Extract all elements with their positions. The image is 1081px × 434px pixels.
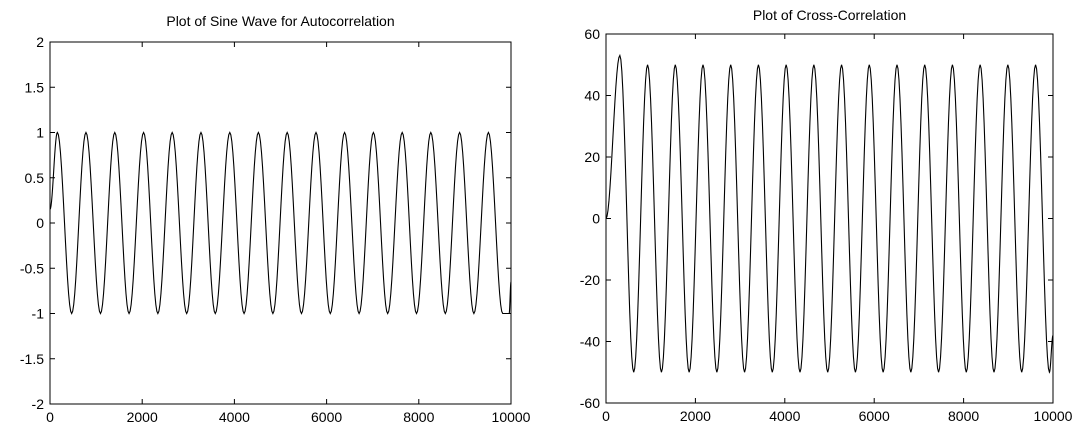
autocorrelation-x-tick-label: 2000 [127,409,158,425]
cross-correlation-x-tick-label: 10000 [1034,408,1073,424]
cross-correlation-x-tick-label: 2000 [680,408,711,424]
autocorrelation-plot-title: Plot of Sine Wave for Autocorrelation [166,13,394,29]
autocorrelation-y-tick-label: -0.5 [20,260,44,276]
autocorrelation-y-tick-label: 1.5 [25,79,45,95]
cross-correlation-y-tick-label: 40 [584,88,600,104]
autocorrelation-y-tick-label: -1 [32,306,45,322]
cross-correlation-y-tick-label: -40 [580,334,600,350]
autocorrelation-series-line [49,131,512,315]
autocorrelation-y-tick-label: 0.5 [25,170,45,186]
cross-correlation-series-line [605,53,1054,374]
cross-correlation-y-tick-label: -20 [580,272,600,288]
cross-correlation-y-tick-label: -60 [580,395,600,411]
cross-correlation-x-tick-label: 4000 [769,408,800,424]
autocorrelation-x-tick-label: 4000 [219,409,250,425]
autocorrelation-y-tick-label: -1.5 [20,351,44,367]
autocorrelation-y-tick-label: 1 [36,125,44,141]
autocorrelation-x-tick-label: 0 [46,409,54,425]
cross-correlation-plot-title: Plot of Cross-Correlation [753,7,906,23]
cross-correlation-plot: Plot of Cross-Correlation 0 2000 4000 6000 8… [580,7,1073,424]
autocorrelation-x-tick-label: 10000 [492,409,531,425]
autocorrelation-y-tick-label: -2 [32,396,45,412]
cross-correlation-y-tick-label: 0 [592,211,600,227]
cross-correlation-y-tick-label: 60 [584,26,600,42]
cross-correlation-y-tick-label: 20 [584,149,600,165]
autocorrelation-plot: Plot of Sine Wave for Autocorrelation 0 2… [20,13,531,425]
cross-correlation-x-tick-label: 0 [602,408,610,424]
cross-correlation-x-tick-label: 6000 [859,408,890,424]
cross-correlation-x-tick-label: 8000 [948,408,979,424]
autocorrelation-y-tick-label: 2 [36,34,44,50]
autocorrelation-y-tick-label: 0 [36,215,44,231]
autocorrelation-x-tick-label: 8000 [403,409,434,425]
autocorrelation-x-tick-label: 6000 [311,409,342,425]
